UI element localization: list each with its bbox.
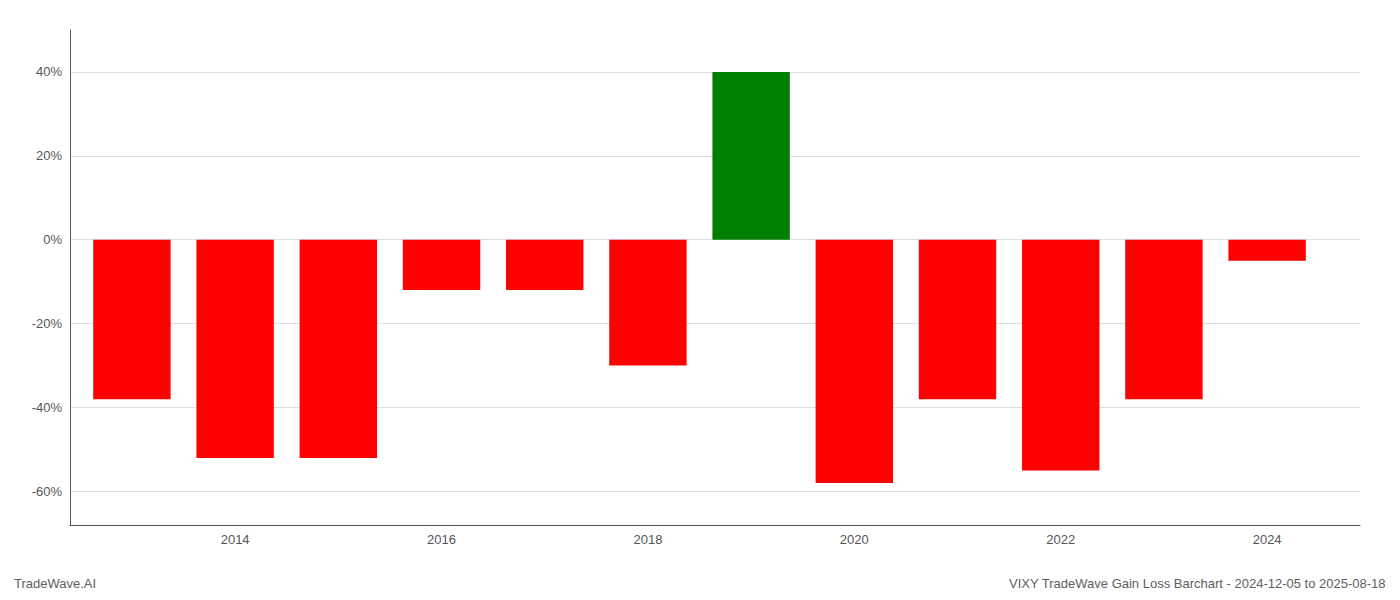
- svg-text:VIXY TradeWave Gain Loss Barch: VIXY TradeWave Gain Loss Barchart - 2024…: [1009, 576, 1386, 591]
- svg-text:2020: 2020: [840, 532, 869, 547]
- svg-text:0%: 0%: [43, 232, 62, 247]
- svg-text:40%: 40%: [36, 64, 62, 79]
- svg-text:20%: 20%: [36, 148, 62, 163]
- svg-text:2022: 2022: [1046, 532, 1075, 547]
- svg-text:-20%: -20%: [32, 316, 63, 331]
- svg-text:-40%: -40%: [32, 400, 63, 415]
- svg-text:2014: 2014: [221, 532, 250, 547]
- svg-text:2016: 2016: [427, 532, 456, 547]
- svg-text:2024: 2024: [1253, 532, 1282, 547]
- svg-text:2018: 2018: [633, 532, 662, 547]
- svg-text:TradeWave.AI: TradeWave.AI: [14, 576, 96, 591]
- svg-text:-60%: -60%: [32, 484, 63, 499]
